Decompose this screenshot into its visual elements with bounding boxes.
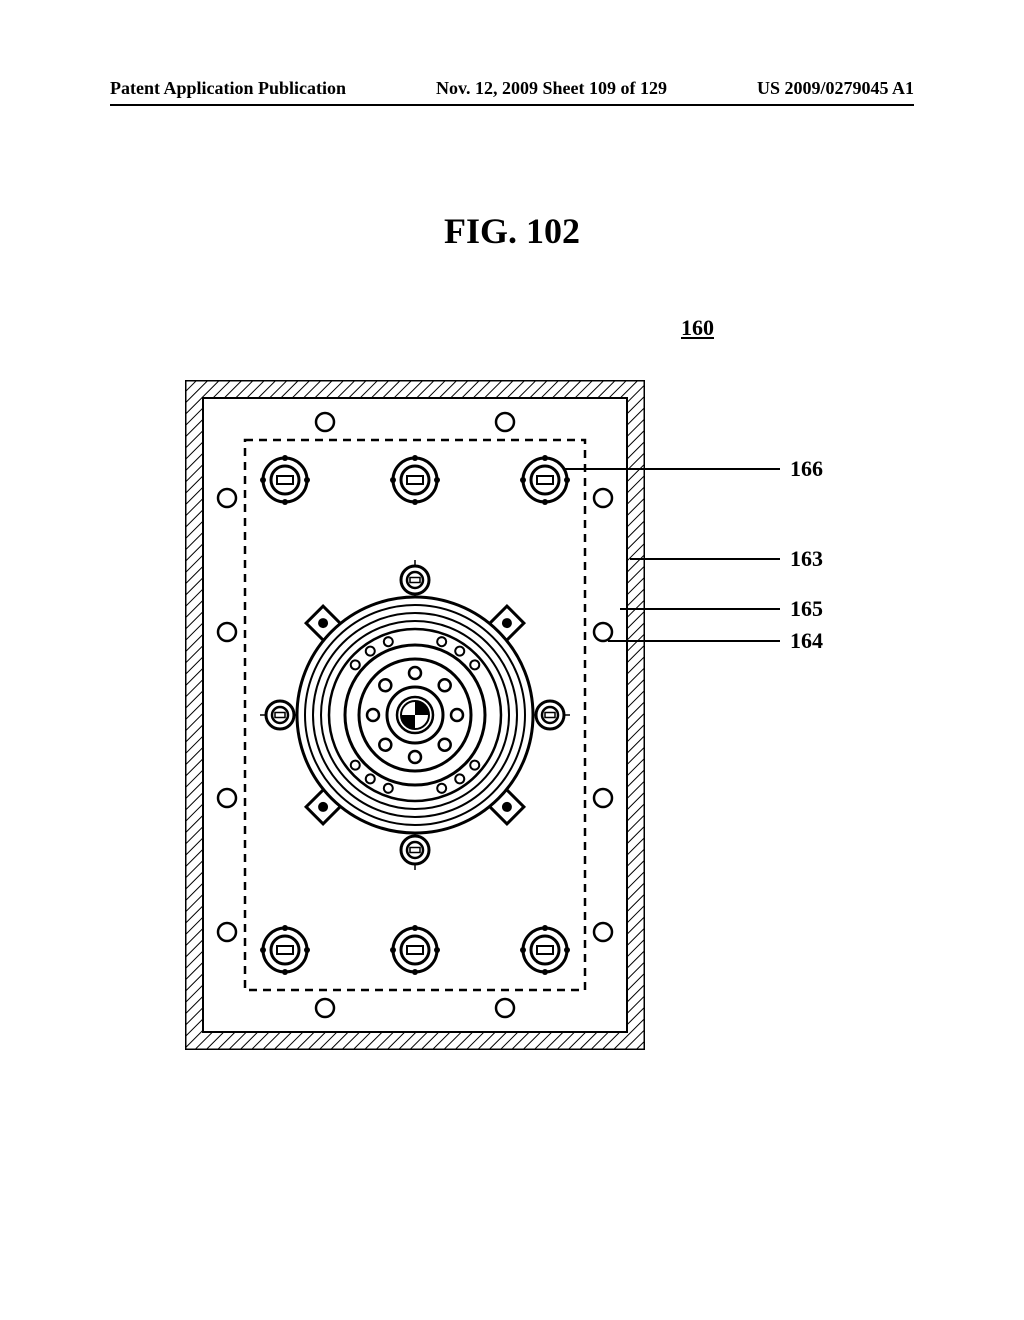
figure-title: FIG. 102	[0, 210, 1024, 252]
callout-164: 164	[790, 628, 823, 654]
patent-page: Patent Application Publication Nov. 12, …	[0, 0, 1024, 1320]
callout-165: 165	[790, 596, 823, 622]
header-right: US 2009/0279045 A1	[757, 78, 914, 99]
leader-166	[565, 468, 780, 470]
leader-163	[630, 558, 780, 560]
header-rule	[110, 104, 914, 106]
header-center: Nov. 12, 2009 Sheet 109 of 129	[436, 78, 667, 99]
page-header: Patent Application Publication Nov. 12, …	[0, 78, 1024, 99]
callout-163: 163	[790, 546, 823, 572]
callout-166: 166	[790, 456, 823, 482]
leader-164	[608, 640, 780, 642]
assembly-ref-number: 160	[681, 315, 714, 341]
leader-165	[620, 608, 780, 610]
figure-drawing	[185, 380, 645, 1050]
figure-svg	[185, 380, 645, 1050]
header-left: Patent Application Publication	[110, 78, 346, 99]
